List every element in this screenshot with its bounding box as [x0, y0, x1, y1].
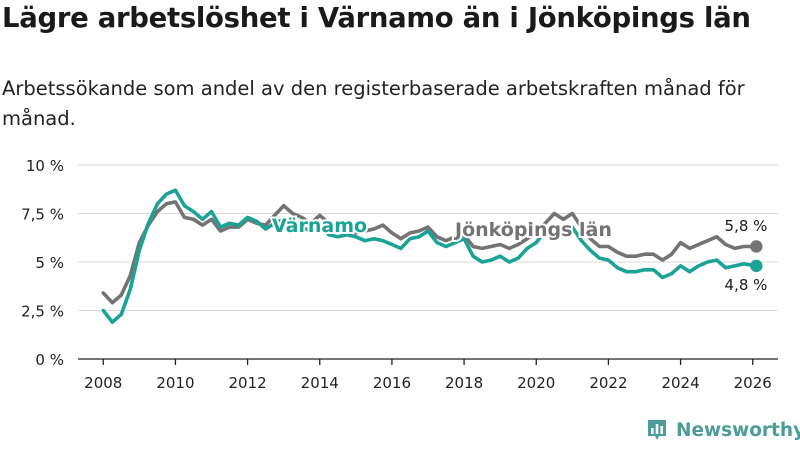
bar-chart-logo-icon	[648, 420, 666, 440]
series-label-jonkopings-lan: Jönköpings län	[453, 219, 612, 241]
y-tick-label: 10 %	[26, 157, 64, 175]
chart-subtitle: Arbetssökande som andel av den registerb…	[2, 77, 745, 130]
x-tick-label: 2020	[517, 374, 555, 392]
y-axis-ticks: 0 % 2,5 % 5 % 7,5 % 10 %	[21, 157, 64, 369]
series-lines	[101, 188, 763, 324]
gridlines	[78, 164, 778, 311]
y-tick-label: 5 %	[35, 254, 64, 272]
chart-title: Lägre arbetslöshet i Värnamo än i Jönköp…	[2, 2, 751, 34]
x-tick-label: 2018	[445, 374, 483, 392]
x-tick-label: 2024	[661, 374, 699, 392]
brand-name: Newsworthy	[676, 419, 800, 441]
x-axis: 2008 2010 2012 2014 2016 2018 2020 2022 2024 2026	[78, 358, 778, 392]
series-line-jonkopings-lan	[101, 200, 759, 305]
end-value-label-varnamo: 4,8 %	[725, 276, 768, 294]
x-tick-label: 2014	[301, 374, 339, 392]
y-tick-label: 2,5 %	[21, 303, 64, 321]
x-tick-label: 2008	[84, 374, 122, 392]
end-point-varnamo	[750, 259, 763, 273]
x-tick-label: 2012	[228, 374, 266, 392]
y-tick-label: 0 %	[35, 351, 64, 369]
newsworthy-brand[interactable]: Newsworthy	[646, 418, 800, 442]
x-tick-label: 2022	[589, 374, 627, 392]
annotations: Värnamo Jönköpings län 5,8 % 4,8 %	[270, 213, 768, 294]
end-value-label-jonkopings-lan: 5,8 %	[725, 217, 768, 235]
series-line-varnamo	[101, 188, 759, 324]
end-point-jonkopings-lan	[750, 240, 763, 253]
y-tick-label: 7,5 %	[21, 206, 64, 224]
x-tick-label: 2016	[373, 374, 411, 392]
x-tick-label: 2026	[734, 374, 772, 392]
series-label-varnamo: Värnamo	[272, 215, 367, 237]
x-tick-label: 2010	[156, 374, 194, 392]
